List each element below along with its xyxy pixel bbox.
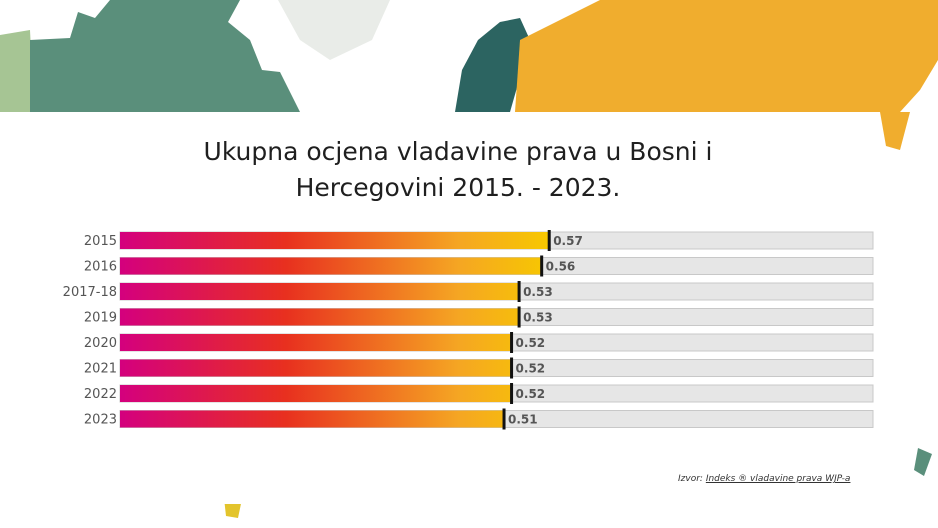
bar-2016 <box>120 257 542 275</box>
value-label: 0.52 <box>516 336 546 350</box>
map-russia-tail <box>880 112 910 150</box>
value-label: 0.53 <box>523 311 553 325</box>
value-label: 0.52 <box>516 387 546 401</box>
value-label: 0.52 <box>516 362 546 376</box>
category-label: 2015 <box>84 234 117 249</box>
map-alaska <box>0 30 34 112</box>
category-label: 2016 <box>84 260 117 275</box>
bar-2019 <box>120 308 520 326</box>
category-label: 2020 <box>84 336 117 351</box>
source-note: Izvor: Indeks ® vladavine prava WJP-a <box>678 474 850 484</box>
source-prefix: Izvor: <box>678 474 703 484</box>
bar-marker <box>510 383 514 404</box>
bar-2020 <box>120 334 512 351</box>
bars-group: 2015 0.57 2016 0.56 2017-18 0.53 2019 0.53 2020 0… <box>63 230 874 430</box>
chart-title: Ukupna ocjena vladavine prava u Bosni i … <box>203 137 713 202</box>
source-link[interactable]: Indeks ® vladavine prava WJP-a <box>705 474 851 484</box>
bar-marker <box>502 408 506 430</box>
bar-marker <box>540 255 544 277</box>
bar-2021 <box>120 359 512 377</box>
value-label: 0.53 <box>523 285 553 299</box>
bar-2022 <box>120 385 512 402</box>
map-russia <box>515 0 938 112</box>
value-label: 0.51 <box>508 413 538 427</box>
bar-marker <box>510 332 514 353</box>
bar-marker <box>517 306 521 328</box>
map-new-zealand-b <box>914 448 932 476</box>
bar-2017-18 <box>120 283 520 300</box>
bar-marker <box>547 230 551 251</box>
category-label: 2021 <box>84 362 117 377</box>
category-label: 2022 <box>84 387 117 402</box>
map-greenland <box>278 0 390 60</box>
category-label: 2019 <box>84 311 117 326</box>
value-label: 0.57 <box>553 234 583 248</box>
bar-marker <box>510 357 514 379</box>
category-label: 2023 <box>84 413 117 428</box>
map-scandinavia <box>455 18 530 112</box>
bar-2015 <box>120 232 550 249</box>
value-label: 0.56 <box>546 260 576 274</box>
bar-marker <box>517 281 521 302</box>
category-label: 2017-18 <box>63 285 117 300</box>
bar-2023 <box>120 410 505 428</box>
map-north-america <box>30 0 300 112</box>
